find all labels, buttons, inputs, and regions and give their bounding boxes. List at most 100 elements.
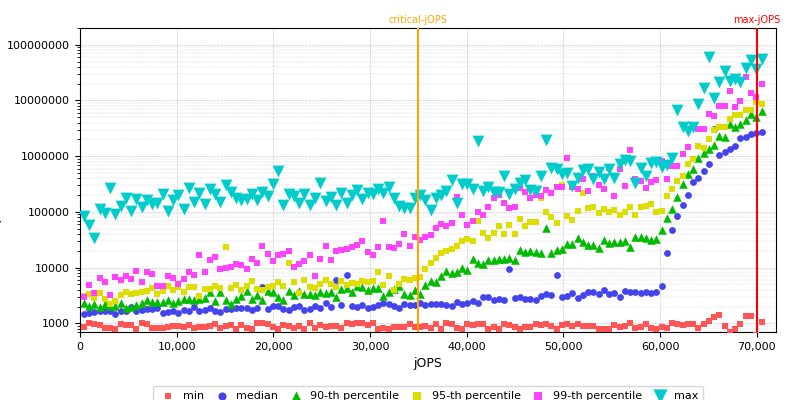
median [750,130,762,136]
max [445,176,458,183]
min [571,321,584,328]
99-th percentile [178,276,190,282]
min [230,326,242,332]
95-th percentile [372,268,385,275]
90-th percentile [119,304,132,311]
median [614,293,626,300]
90-th percentile [282,288,295,294]
90-th percentile [687,166,700,172]
max [687,124,700,130]
max [162,207,174,214]
95-th percentile [361,279,374,285]
min [698,320,710,327]
median [530,297,542,303]
95-th percentile [214,285,227,291]
99-th percentile [393,241,406,247]
max [346,192,358,198]
90-th percentile [225,301,238,307]
95-th percentile [172,283,185,290]
min [614,324,626,330]
median [713,152,726,158]
95-th percentile [550,220,563,226]
median [104,308,117,315]
min [94,322,106,328]
90-th percentile [545,250,558,256]
90-th percentile [314,289,326,295]
90-th percentile [235,293,248,299]
min [146,325,158,331]
median [471,300,484,307]
90-th percentile [718,133,731,140]
median [356,302,369,308]
95-th percentile [666,186,678,192]
95-th percentile [424,260,437,266]
min [319,324,332,330]
median [314,304,326,311]
min [729,326,742,332]
99-th percentile [235,262,248,268]
90-th percentile [602,240,615,246]
max [372,186,385,192]
median [540,290,553,297]
min [198,324,211,330]
max [587,175,600,182]
max [508,186,521,192]
95-th percentile [477,230,490,237]
99-th percentile [713,103,726,110]
median [235,305,248,311]
max [335,190,348,196]
median [78,311,90,318]
min [629,324,642,331]
90-th percentile [130,302,142,308]
max [750,66,762,72]
99-th percentile [409,234,422,240]
99-th percentile [356,238,369,244]
min [203,323,216,330]
min [608,322,621,328]
max [78,213,90,220]
max [634,165,647,171]
min [582,322,594,329]
max [671,106,684,113]
99-th percentile [246,256,258,262]
99-th percentile [456,212,469,219]
99-th percentile [598,186,610,193]
90-th percentile [419,282,432,288]
95-th percentile [698,145,710,151]
max [387,195,400,202]
99-th percentile [203,257,216,263]
median [409,302,422,308]
median [214,309,227,315]
90-th percentile [624,244,637,250]
90-th percentile [114,300,127,306]
max [550,166,563,172]
median [340,271,353,278]
95-th percentile [582,205,594,211]
90-th percentile [682,171,694,178]
min [372,326,385,332]
max [624,158,637,164]
median [377,300,390,306]
99-th percentile [419,234,432,240]
90-th percentile [750,114,762,120]
95-th percentile [692,142,705,149]
99-th percentile [166,275,179,282]
90-th percentile [561,240,574,247]
median [655,283,668,289]
95-th percentile [178,289,190,296]
median [608,290,621,297]
max [225,189,238,195]
min [335,325,348,331]
90-th percentile [456,265,469,272]
median [94,308,106,314]
99-th percentile [650,176,663,183]
max [403,204,416,211]
min [166,322,179,329]
95-th percentile [524,218,537,225]
max [88,235,101,241]
99-th percentile [225,264,238,270]
90-th percentile [398,291,410,298]
max [277,202,290,208]
median [387,303,400,309]
median [687,178,700,185]
